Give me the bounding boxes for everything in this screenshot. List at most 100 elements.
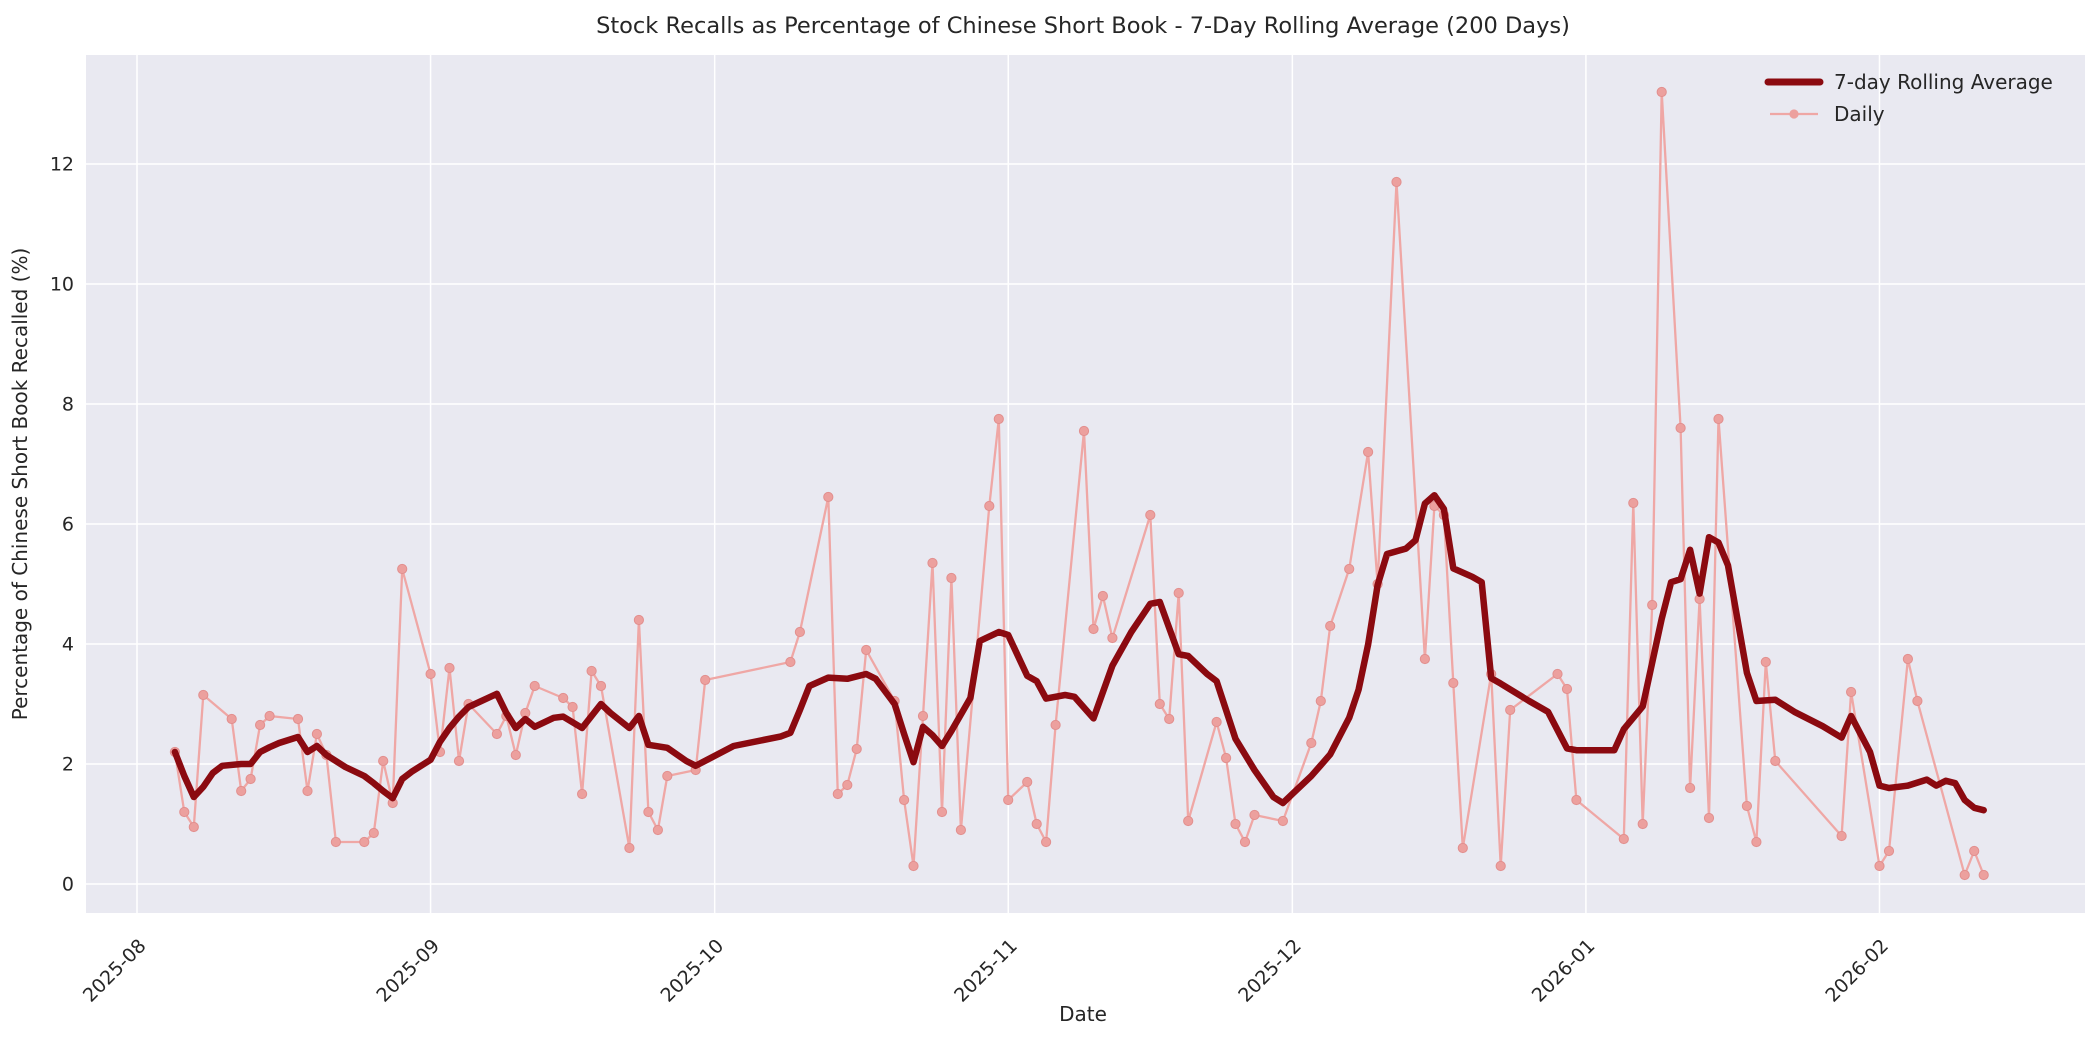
daily-marker [1391,176,1402,188]
daily-marker [1211,716,1222,728]
y-tick-12: 12 [50,154,74,176]
daily-marker [1637,818,1648,830]
daily-marker [1164,713,1175,725]
daily-marker [1041,836,1052,848]
daily-marker [652,824,664,836]
daily-marker [1874,860,1885,872]
daily-marker [1003,794,1014,806]
daily-marker [255,719,266,731]
daily-marker [1078,425,1090,437]
daily-marker [567,701,578,713]
daily-marker [1836,830,1847,842]
daily-marker [1448,677,1459,689]
y-tick-0: 0 [62,874,74,896]
daily-marker [946,572,957,584]
daily-marker [832,788,843,800]
daily-marker [785,656,796,668]
legend-rolling-label: 7-day Rolling Average [1834,70,2053,94]
y-tick-labels: 0 2 4 6 8 10 12 [50,154,74,896]
daily-marker [662,770,673,782]
legend-daily-label: Daily [1834,102,1885,126]
daily-marker [955,824,967,836]
daily-marker [1154,698,1165,710]
y-tick-2: 2 [62,754,74,776]
daily-marker [1221,752,1232,764]
y-tick-10: 10 [50,274,74,296]
daily-marker [378,755,389,767]
daily-marker [1088,623,1099,635]
rolling-average-line [171,491,1987,814]
daily-marker [1277,815,1289,827]
daily-marker [1883,845,1895,857]
daily-marker [1628,497,1639,509]
x-tick-2025-12: 2025-12 [1234,935,1306,1007]
daily-marker [842,779,853,791]
y-tick-8: 8 [62,394,74,416]
daily-marker [188,821,199,833]
daily-marker [302,785,313,797]
daily-marker [908,860,919,872]
daily-marker [491,728,502,740]
daily-marker [1561,683,1573,695]
daily-marker [1183,815,1194,827]
daily-marker [1419,653,1431,665]
daily-marker [1315,695,1326,707]
daily-marker [226,713,237,725]
daily-marker [1741,800,1753,812]
daily-marker [899,794,910,806]
daily-marker [453,755,465,767]
daily-marker [984,500,995,512]
daily-marker [1656,86,1667,98]
y-tick-6: 6 [62,514,74,536]
daily-marker [1703,812,1715,824]
daily-marker [1107,632,1118,644]
daily-marker [993,413,1004,425]
daily-marker [1022,776,1033,788]
daily-marker [444,662,455,674]
x-tick-2025-10: 2025-10 [657,935,729,1007]
daily-marker [264,710,275,722]
daily-marker [425,668,436,680]
daily-marker [595,680,607,692]
y-tick-4: 4 [62,634,74,656]
daily-marker [633,614,645,626]
daily-marker [330,836,341,848]
daily-marker [1618,833,1629,845]
daily-marker [624,842,635,854]
daily-marker [1230,818,1241,830]
daily-marker [359,836,370,848]
daily-marker [577,788,588,800]
daily-marker [1675,422,1686,434]
daily-marker [179,806,190,818]
x-tick-2026-02: 2026-02 [1821,935,1893,1007]
legend-daily-swatch-marker [1789,109,1799,119]
daily-marker [586,665,597,677]
daily-marker [1760,656,1771,668]
daily-marker [643,806,654,818]
daily-marker [1912,695,1923,707]
daily-marker [368,827,379,839]
daily-marker [861,644,872,656]
daily-marker [1495,860,1506,872]
daily-marker [1647,599,1658,611]
legend: 7-day Rolling Average Daily [1764,70,2053,126]
daily-marker [1902,653,1914,665]
daily-marker [1846,686,1857,698]
daily-marker [1978,869,1989,881]
daily-marker [1969,845,1980,857]
x-tick-2025-11: 2025-11 [950,935,1022,1007]
daily-marker [794,626,806,638]
daily-marker [558,692,569,704]
daily-marker [1457,842,1468,854]
daily-marker [1552,668,1563,680]
x-tick-2026-01: 2026-01 [1528,935,1600,1007]
daily-marker [292,713,304,725]
rolling-average-series [171,491,1987,814]
y-axis-label: Percentage of Chinese Short Book Recalle… [8,248,32,721]
daily-marker [236,785,247,797]
daily-marker [1249,809,1260,821]
daily-marker [1239,836,1251,848]
daily-marker [1325,620,1336,632]
daily-marker [851,743,862,755]
